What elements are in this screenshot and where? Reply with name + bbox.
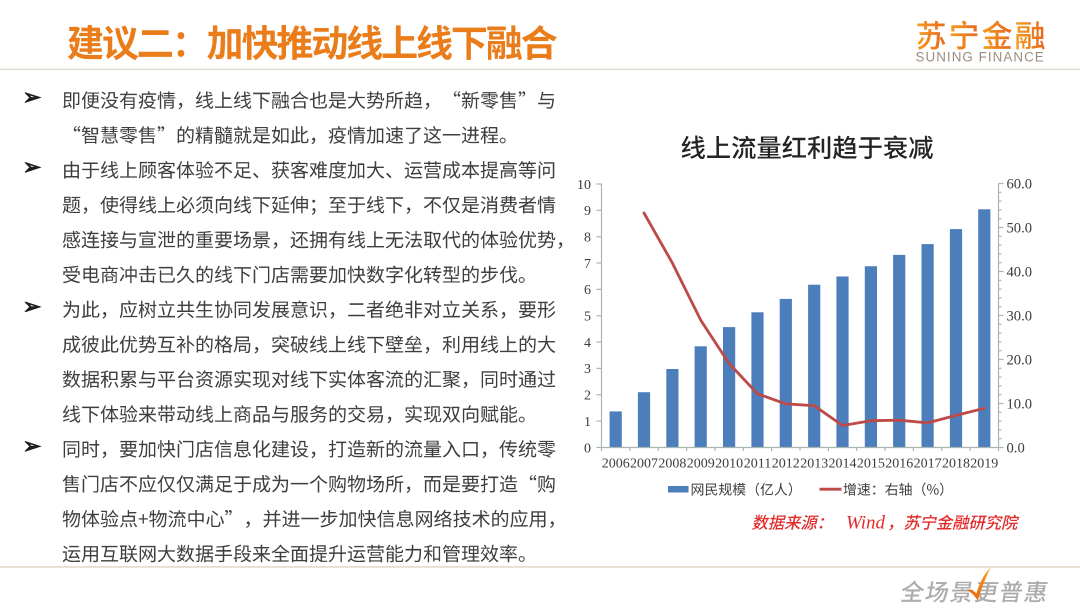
svg-text:2: 2 bbox=[584, 389, 591, 404]
svg-text:30.0: 30.0 bbox=[1007, 308, 1033, 324]
svg-text:20.0: 20.0 bbox=[1007, 352, 1033, 368]
svg-text:7: 7 bbox=[584, 257, 591, 272]
svg-text:2014: 2014 bbox=[829, 457, 857, 472]
svg-text:2012: 2012 bbox=[772, 457, 800, 472]
svg-text:2011: 2011 bbox=[744, 457, 771, 472]
svg-text:2006: 2006 bbox=[602, 457, 630, 472]
svg-text:6: 6 bbox=[584, 283, 591, 298]
svg-text:Wind: Wind bbox=[846, 513, 886, 534]
svg-text:1: 1 bbox=[584, 415, 591, 430]
svg-text:50.0: 50.0 bbox=[1007, 220, 1033, 236]
svg-text:10.0: 10.0 bbox=[1007, 396, 1033, 412]
svg-text:SUNING FINANCE: SUNING FINANCE bbox=[916, 50, 1045, 65]
svg-text:2015: 2015 bbox=[857, 457, 885, 472]
svg-text:9: 9 bbox=[584, 204, 591, 219]
svg-text:2009: 2009 bbox=[687, 457, 715, 472]
svg-text:2010: 2010 bbox=[715, 457, 743, 472]
svg-text:60.0: 60.0 bbox=[1007, 176, 1033, 192]
svg-text:2018: 2018 bbox=[942, 457, 970, 472]
svg-text:0.0: 0.0 bbox=[1007, 440, 1025, 456]
svg-text:2016: 2016 bbox=[885, 457, 913, 472]
svg-text:8: 8 bbox=[584, 231, 591, 246]
svg-text:2008: 2008 bbox=[658, 457, 686, 472]
svg-text:2007: 2007 bbox=[630, 457, 658, 472]
svg-text:0: 0 bbox=[584, 441, 591, 456]
svg-text:4: 4 bbox=[584, 336, 591, 351]
svg-text:2013: 2013 bbox=[800, 457, 828, 472]
svg-text:2019: 2019 bbox=[970, 457, 998, 472]
svg-text:2017: 2017 bbox=[914, 457, 942, 472]
svg-text:3: 3 bbox=[584, 362, 591, 377]
svg-text:5: 5 bbox=[584, 310, 591, 325]
svg-text:40.0: 40.0 bbox=[1007, 264, 1033, 280]
svg-text:10: 10 bbox=[577, 178, 591, 193]
